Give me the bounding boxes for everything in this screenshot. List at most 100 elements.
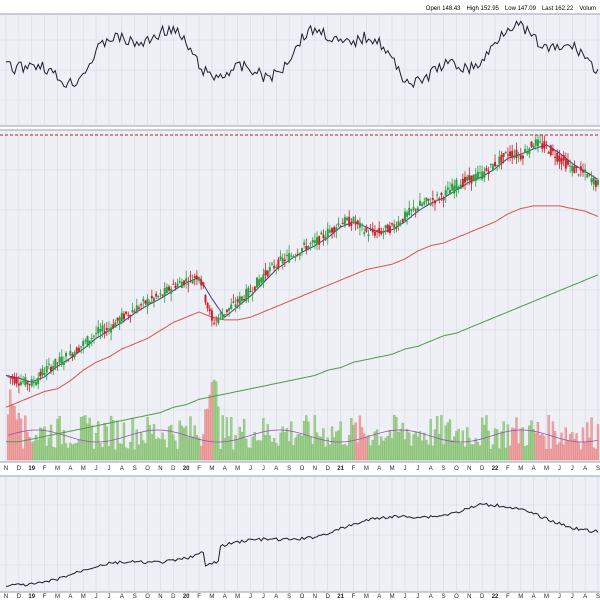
candle-body — [337, 223, 340, 225]
candle-body — [105, 327, 108, 330]
volume-bar — [290, 421, 293, 461]
candle-body — [597, 180, 599, 185]
candle-body — [438, 198, 441, 200]
candle-body — [562, 155, 565, 161]
open-value: 148.43 — [442, 6, 461, 12]
candle-body — [77, 347, 80, 352]
x-tick-label: N — [467, 594, 471, 600]
volume-bar — [210, 382, 214, 461]
candle-body — [449, 189, 451, 195]
candle-body — [575, 166, 578, 169]
candle-body — [309, 243, 312, 245]
candle-body — [101, 325, 104, 331]
candle-body — [97, 327, 100, 334]
x-tick-label: N — [158, 594, 162, 600]
candle-body — [45, 366, 48, 373]
volume-bar — [266, 424, 269, 461]
volume-bar — [521, 427, 525, 461]
candle-body — [174, 285, 177, 289]
x-tick-label: N — [4, 466, 8, 472]
volume-bar — [94, 432, 98, 461]
candle-body — [506, 154, 509, 156]
volume-bar — [157, 437, 160, 461]
candle-body — [530, 141, 533, 147]
candle-body — [584, 169, 587, 173]
volume-bar — [560, 432, 563, 461]
x-tick-label: A — [120, 466, 124, 472]
volume-bar — [489, 448, 492, 461]
candle-body — [221, 314, 224, 320]
volume-bar — [240, 432, 244, 461]
candle-body — [517, 154, 520, 156]
volume-bar — [506, 424, 510, 461]
volume-bar — [425, 439, 428, 461]
x-tick-label: S — [287, 594, 291, 600]
volume-bar — [73, 443, 76, 461]
volume-bar — [219, 449, 222, 461]
volume-bar — [307, 421, 310, 461]
volume-bar — [107, 446, 111, 461]
x-tick-label: D — [326, 466, 331, 472]
x-tick-label: A — [583, 594, 587, 600]
candle-body — [129, 315, 132, 317]
volume-bar — [212, 379, 216, 461]
candle-body — [245, 289, 248, 302]
volume-bar — [549, 448, 552, 461]
volume-bar — [388, 429, 392, 461]
x-tick-label: S — [596, 466, 600, 472]
volume-bar — [294, 437, 297, 461]
x-tick-label: S — [133, 466, 137, 472]
candle-body — [122, 313, 125, 320]
volume-bar — [257, 440, 261, 461]
x-tick-label: N — [313, 594, 317, 600]
x-tick-label: J — [95, 466, 98, 472]
volume-bar — [234, 435, 237, 461]
candle-body — [56, 362, 59, 364]
volume-bar — [530, 420, 533, 461]
bottom-indicator-panel — [0, 476, 600, 592]
candle-body — [11, 376, 14, 380]
volume-bar — [26, 431, 29, 461]
candle-body — [461, 178, 464, 187]
volume-bar — [541, 434, 544, 461]
candle-body — [135, 305, 138, 314]
x-tick-label: N — [158, 466, 162, 472]
x-tick-label: J — [107, 466, 110, 472]
candle-body — [228, 307, 231, 311]
volume-bar — [551, 421, 555, 461]
volume-bar — [369, 445, 372, 461]
candle-body — [423, 201, 426, 205]
volume-bar — [133, 449, 136, 461]
volume-bar — [515, 417, 518, 461]
volume-bar — [399, 429, 402, 461]
candle-body — [459, 184, 462, 189]
candle-body — [133, 311, 136, 313]
candle-body — [298, 253, 301, 256]
candle-body — [577, 174, 580, 176]
volume-bar — [32, 441, 36, 461]
volume-bar — [444, 425, 447, 461]
candle-body — [592, 177, 595, 185]
volume-bar — [562, 444, 565, 461]
candle-body — [371, 228, 374, 233]
candle-body — [208, 308, 211, 312]
candle-body — [436, 194, 439, 196]
volume-bar — [390, 438, 394, 461]
candle-body — [148, 301, 151, 304]
candle-body — [526, 152, 529, 154]
candle-body — [172, 283, 175, 285]
volume-bar — [418, 431, 422, 461]
candle-body — [558, 155, 561, 162]
volume-bar — [24, 415, 27, 461]
volume-bar — [161, 432, 164, 461]
volume-bar — [43, 426, 46, 461]
candle-body — [178, 281, 181, 283]
volume-bar — [545, 449, 548, 461]
volume-bar — [262, 418, 265, 461]
candle-body — [183, 280, 186, 286]
volume-bar — [380, 436, 383, 461]
candle-body — [547, 152, 550, 154]
volume-bar — [77, 440, 81, 461]
x-axis: N D 19 F M A M J J A S O N D 20 F M A M J J A S O N D 21 F M A M J J A S O N… — [4, 466, 600, 472]
volume-bar — [170, 424, 173, 461]
